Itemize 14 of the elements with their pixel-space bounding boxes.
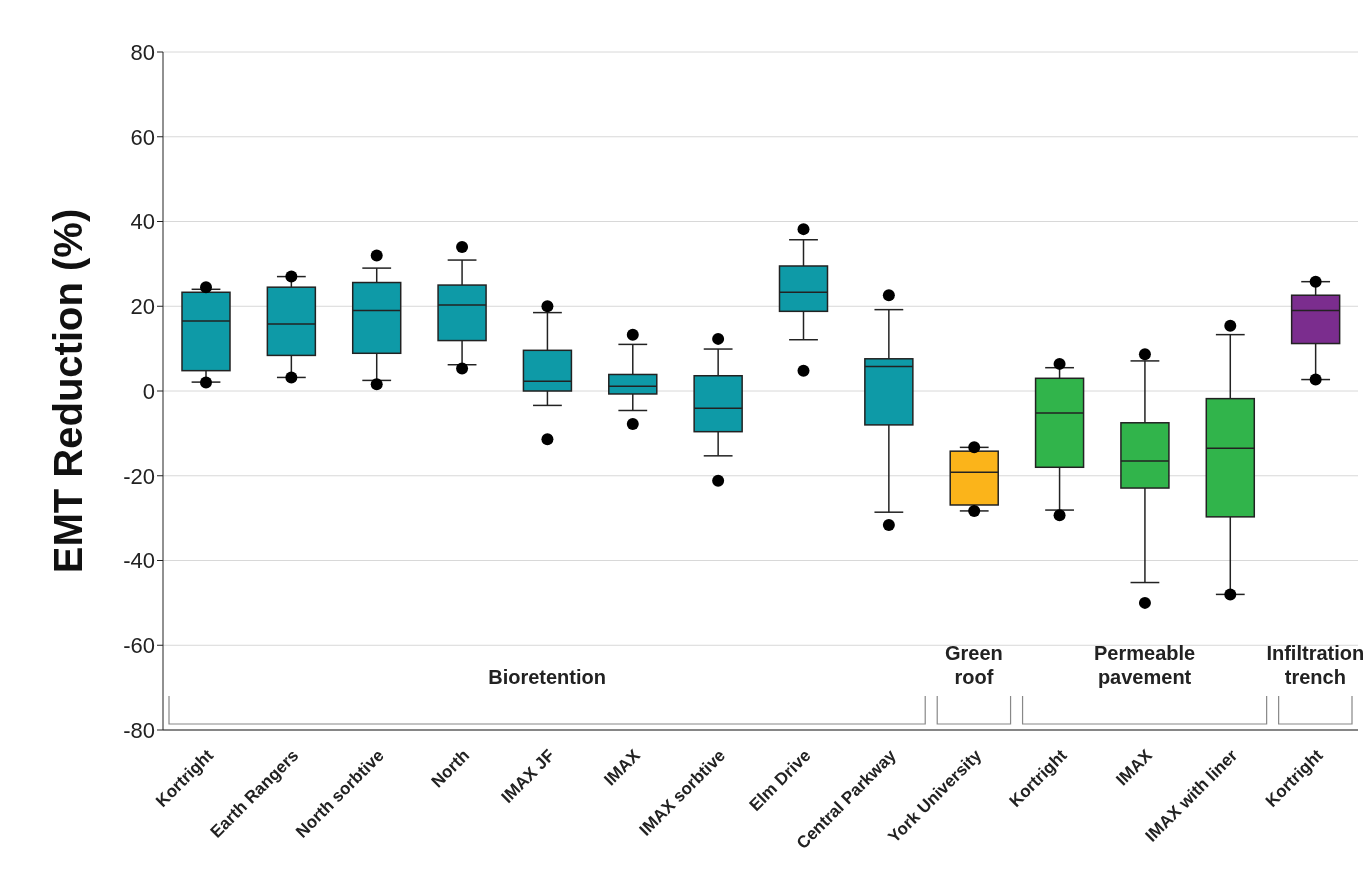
y-tick-label: -80 [123,717,155,743]
y-tick-label: -60 [123,633,155,659]
annotation: Infiltration trench [1266,642,1365,688]
y-tick-label: 40 [130,209,155,235]
y-axis-title: EMT Reduction (%) [46,208,91,574]
y-tick-label: 60 [130,124,155,150]
y-tick-label: 80 [130,39,155,65]
annotation: Bioretention [488,666,606,688]
annotation: Green roof [944,642,1003,688]
y-tick-label: -40 [123,548,155,574]
y-tick-label: -20 [123,463,155,489]
y-tick-label: 0 [142,378,155,404]
annotation: Permeable pavement [1094,642,1196,688]
y-tick-label: 20 [130,294,155,320]
